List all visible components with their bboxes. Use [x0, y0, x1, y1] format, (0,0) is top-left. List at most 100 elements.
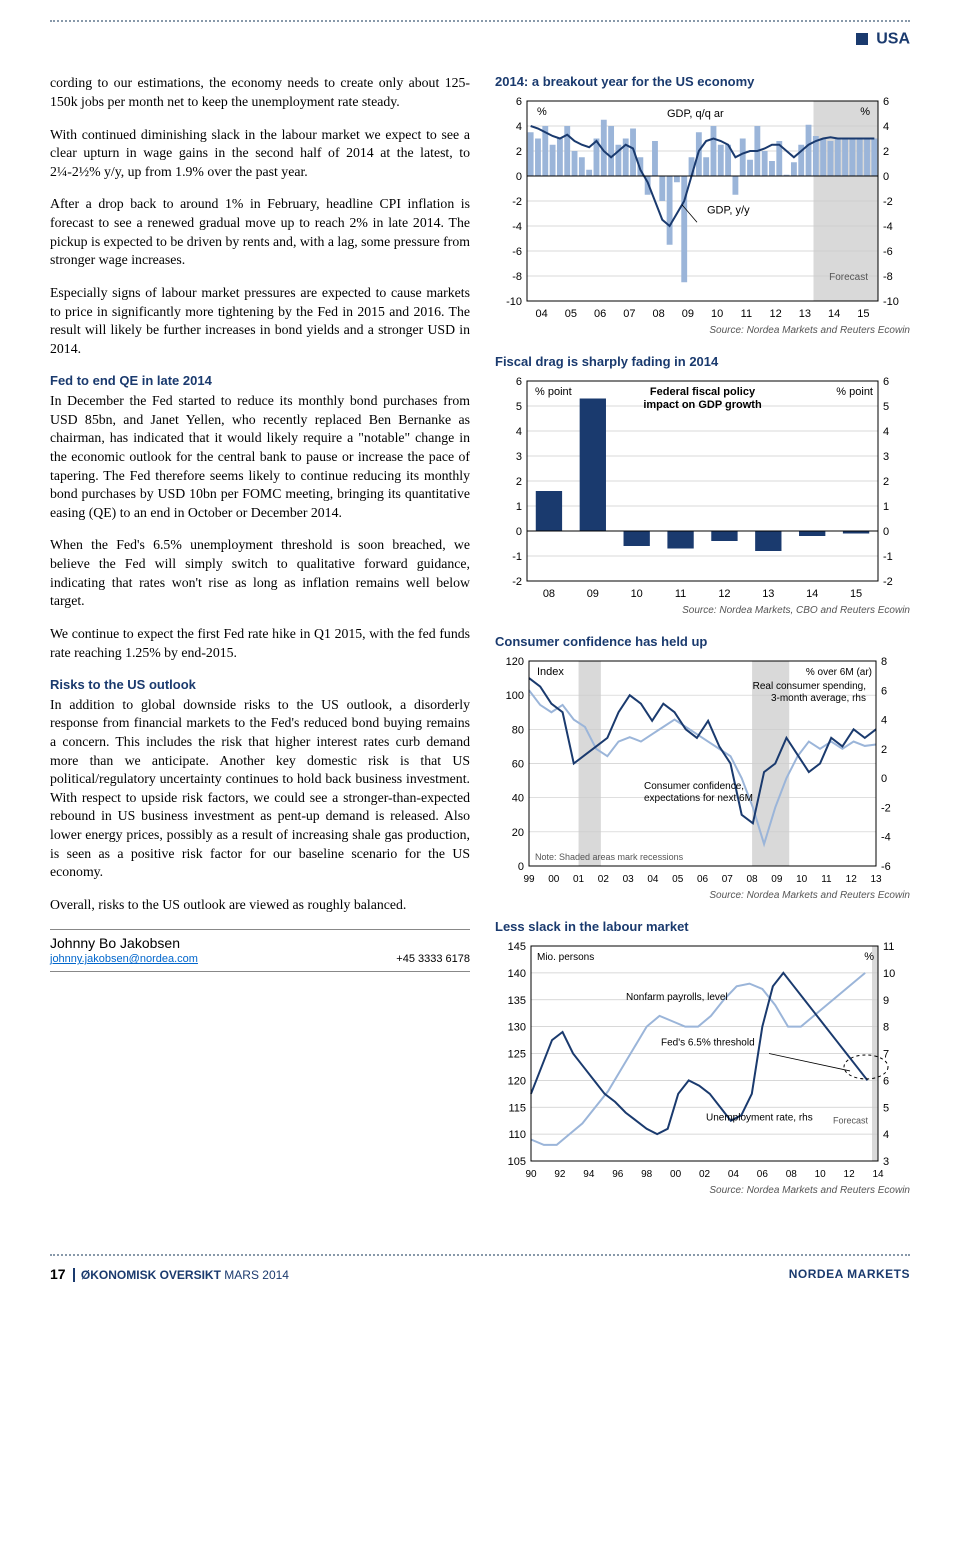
svg-text:-2: -2 — [881, 803, 891, 815]
svg-text:-2: -2 — [512, 196, 522, 208]
svg-text:% point: % point — [836, 386, 873, 398]
svg-text:-2: -2 — [883, 196, 893, 208]
svg-text:60: 60 — [512, 759, 524, 771]
svg-text:5: 5 — [516, 401, 522, 413]
svg-text:12: 12 — [844, 1169, 856, 1180]
chart-2-source: Source: Nordea Markets, CBO and Reuters … — [495, 605, 910, 616]
svg-text:-4: -4 — [881, 832, 891, 844]
para-2: With continued diminishing slack in the … — [50, 126, 470, 182]
para-9: Overall, risks to the US outlook are vie… — [50, 896, 470, 915]
svg-text:11: 11 — [883, 941, 894, 953]
svg-text:0: 0 — [516, 526, 522, 538]
chart-1-title: 2014: a breakout year for the US economy — [495, 74, 910, 89]
svg-text:07: 07 — [722, 874, 734, 885]
svg-text:3: 3 — [883, 1156, 889, 1168]
svg-text:Real consumer spending,: Real consumer spending, — [753, 681, 866, 692]
svg-text:120: 120 — [508, 1076, 526, 1088]
page-number: 17 — [50, 1266, 66, 1282]
author-email-link[interactable]: johnny.jakobsen@nordea.com — [50, 952, 198, 967]
svg-text:Fed's 6.5% threshold: Fed's 6.5% threshold — [661, 1038, 755, 1049]
charts-column: 2014: a breakout year for the US economy… — [495, 74, 910, 1214]
svg-text:07: 07 — [623, 308, 635, 320]
chart-1-block: 2014: a breakout year for the US economy… — [495, 74, 910, 336]
svg-text:130: 130 — [508, 1022, 526, 1034]
svg-text:05: 05 — [672, 874, 684, 885]
svg-text:-6: -6 — [512, 246, 522, 258]
svg-text:8: 8 — [881, 656, 887, 668]
svg-text:120: 120 — [506, 656, 524, 668]
svg-text:10: 10 — [711, 308, 723, 320]
chart-4-svg: 1051101151201251301351401453456789101190… — [495, 938, 910, 1183]
svg-text:%: % — [860, 106, 870, 118]
svg-text:08: 08 — [786, 1169, 798, 1180]
chart-3-source: Source: Nordea Markets and Reuters Ecowi… — [495, 890, 910, 901]
svg-text:04: 04 — [536, 308, 548, 320]
svg-text:0: 0 — [518, 861, 524, 873]
svg-text:00: 00 — [548, 874, 560, 885]
chart-3-title: Consumer confidence has held up — [495, 634, 910, 649]
page-footer: 17 ØKONOMISK OVERSIKT MARS 2014 NORDEA M… — [50, 1256, 910, 1282]
svg-text:Note: Shaded areas mark recess: Note: Shaded areas mark recessions — [535, 852, 684, 862]
svg-text:00: 00 — [670, 1169, 682, 1180]
svg-text:2: 2 — [516, 146, 522, 158]
svg-text:10: 10 — [883, 968, 895, 980]
svg-text:99: 99 — [523, 874, 535, 885]
chart-2-title: Fiscal drag is sharply fading in 2014 — [495, 354, 910, 369]
svg-text:11: 11 — [675, 588, 686, 600]
svg-text:-6: -6 — [883, 246, 893, 258]
svg-text:Forecast: Forecast — [833, 1116, 869, 1126]
svg-text:Consumer confidence,: Consumer confidence, — [644, 781, 744, 792]
svg-text:4: 4 — [516, 426, 522, 438]
subhead-risks: Risks to the US outlook — [50, 676, 470, 694]
svg-text:8: 8 — [883, 1022, 889, 1034]
svg-text:14: 14 — [828, 308, 840, 320]
svg-text:02: 02 — [699, 1169, 711, 1180]
svg-text:3-month average, rhs: 3-month average, rhs — [771, 693, 866, 704]
svg-text:02: 02 — [598, 874, 610, 885]
svg-text:6: 6 — [883, 376, 889, 388]
svg-text:10: 10 — [796, 874, 808, 885]
svg-text:%: % — [864, 951, 874, 963]
svg-text:105: 105 — [508, 1156, 526, 1168]
footer-title: ØKONOMISK OVERSIKT — [81, 1268, 221, 1282]
para-4: Especially signs of labour market pressu… — [50, 284, 470, 359]
svg-text:90: 90 — [525, 1169, 537, 1180]
svg-text:6: 6 — [516, 376, 522, 388]
svg-text:Nonfarm payrolls, level: Nonfarm payrolls, level — [626, 992, 728, 1003]
svg-text:5: 5 — [883, 1103, 889, 1115]
svg-text:13: 13 — [762, 588, 774, 600]
svg-text:115: 115 — [508, 1103, 526, 1115]
svg-text:06: 06 — [594, 308, 606, 320]
svg-text:15: 15 — [850, 588, 862, 600]
svg-text:3: 3 — [883, 451, 889, 463]
para-8: In addition to global downside risks to … — [50, 696, 470, 882]
para-3: After a drop back to around 1% in Februa… — [50, 195, 470, 270]
svg-text:-2: -2 — [512, 576, 522, 588]
svg-text:11: 11 — [741, 308, 752, 320]
chart-4-source: Source: Nordea Markets and Reuters Ecowi… — [495, 1185, 910, 1196]
svg-text:03: 03 — [623, 874, 635, 885]
svg-text:01: 01 — [573, 874, 585, 885]
chart-3-svg: 020406080100120-6-4-20246899000102030405… — [495, 653, 910, 888]
svg-text:-4: -4 — [512, 221, 522, 233]
svg-text:5: 5 — [883, 401, 889, 413]
svg-text:2: 2 — [516, 476, 522, 488]
svg-text:20: 20 — [512, 827, 524, 839]
svg-text:13: 13 — [870, 874, 882, 885]
svg-text:-8: -8 — [512, 271, 522, 283]
svg-text:98: 98 — [641, 1169, 653, 1180]
svg-text:2: 2 — [883, 146, 889, 158]
svg-text:% point: % point — [535, 386, 572, 398]
svg-text:11: 11 — [821, 874, 832, 885]
chart-3-block: Consumer confidence has held up 02040608… — [495, 634, 910, 901]
svg-text:4: 4 — [883, 121, 889, 133]
svg-text:14: 14 — [872, 1169, 884, 1180]
svg-text:4: 4 — [516, 121, 522, 133]
chart-4-block: Less slack in the labour market 10511011… — [495, 919, 910, 1196]
header-country-label: USA — [876, 30, 910, 47]
author-phone: +45 3333 6178 — [396, 952, 470, 967]
svg-text:Forecast: Forecast — [829, 272, 868, 283]
svg-text:145: 145 — [508, 941, 526, 953]
svg-text:40: 40 — [512, 793, 524, 805]
svg-text:6: 6 — [881, 686, 887, 698]
